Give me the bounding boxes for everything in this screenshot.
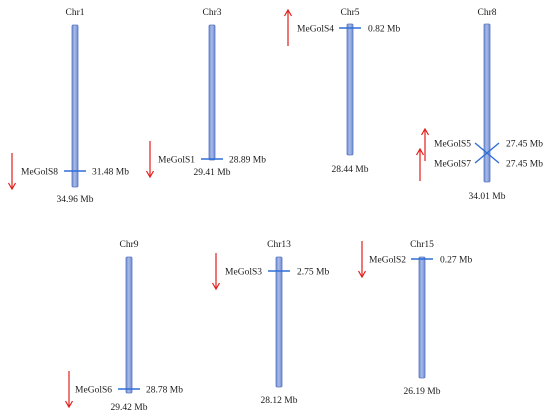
chromosome-bar	[346, 23, 354, 156]
chromosome-name: Chr1	[66, 8, 85, 18]
chromosome-length-label: 26.19 Mb	[404, 387, 441, 397]
arrow-down-icon	[7, 182, 17, 191]
duplicate-gene-connector	[474, 142, 500, 164]
arrow-down-icon	[64, 400, 74, 409]
chromosome-chr13: Chr13 28.12 Mb	[261, 240, 298, 406]
chromosome-name: Chr15	[410, 240, 434, 250]
gene-position-label: 28.89 Mb	[229, 156, 266, 166]
gene-marker-megols1: MeGolS1 28.89 Mb	[145, 141, 266, 179]
chromosome-name: Chr9	[120, 240, 139, 250]
chromosome-chr5: Chr5 28.44 Mb	[332, 8, 369, 175]
chromosome-length-label: 29.41 Mb	[194, 168, 231, 178]
gene-marker-megols2: MeGolS2 0.27 Mb	[357, 241, 472, 279]
gene-marker-megols8: MeGolS8 31.48 Mb	[7, 153, 129, 191]
gene-name-label: MeGolS8	[21, 168, 58, 178]
chromosome-chr9: Chr9 29.42 Mb	[111, 240, 148, 413]
gene-name-label: MeGolS3	[225, 268, 262, 278]
gene-name-label: MeGolS1	[158, 156, 195, 166]
gene-marker-megols7: MeGolS7 27.45 Mb	[415, 147, 543, 181]
gene-marker-megols6: MeGolS6 28.78 Mb	[64, 371, 183, 409]
arrow-down-icon	[211, 282, 221, 291]
arrow-up-icon	[415, 147, 425, 156]
gene-position-label: 28.78 Mb	[146, 386, 183, 396]
chromosome-length-label: 28.44 Mb	[332, 165, 369, 175]
chromosome-bar	[125, 256, 133, 394]
gene-position-label: 31.48 Mb	[92, 168, 129, 178]
chromosome-name: Chr5	[341, 8, 360, 18]
chromosome-bar	[275, 256, 283, 388]
arrow-up-icon	[420, 127, 430, 136]
chromosome-length-label: 28.12 Mb	[261, 396, 298, 406]
chromosome-length-label: 34.01 Mb	[469, 192, 506, 202]
gene-marker-megols4: MeGolS4 0.82 Mb	[283, 8, 400, 46]
gene-position-label: 27.45 Mb	[506, 140, 543, 150]
gene-position-label: 2.75 Mb	[297, 268, 329, 278]
gene-name-label: MeGolS2	[369, 256, 406, 266]
chromosome-length-label: 34.96 Mb	[57, 195, 94, 205]
gene-marker-megols5: MeGolS5 27.45 Mb	[420, 127, 543, 164]
chromosome-bar	[483, 23, 491, 183]
arrow-up-icon	[283, 8, 293, 17]
gene-name-label: MeGolS4	[297, 25, 334, 35]
gene-name-label: MeGolS6	[75, 386, 112, 396]
gene-name-label: MeGolS7	[434, 160, 471, 170]
arrow-down-icon	[357, 270, 367, 279]
chromosome-length-label: 29.42 Mb	[111, 403, 148, 413]
chromosome-bar	[418, 256, 426, 379]
arrow-down-icon	[145, 170, 155, 179]
chromosome-chr15: Chr15 26.19 Mb	[404, 240, 441, 397]
gene-position-label: 0.27 Mb	[440, 256, 472, 266]
chromosome-chr1: Chr1 34.96 Mb	[57, 8, 94, 205]
chromosome-name: Chr13	[267, 240, 291, 250]
gene-marker-megols3: MeGolS3 2.75 Mb	[211, 253, 329, 291]
gene-name-label: MeGolS5	[434, 140, 471, 150]
chromosome-chr3: Chr3 29.41 Mb	[194, 8, 231, 178]
gene-position-label: 27.45 Mb	[506, 160, 543, 170]
chromosome-name: Chr3	[203, 8, 222, 18]
chromosome-bar	[71, 24, 79, 188]
gene-position-label: 0.82 Mb	[368, 25, 400, 35]
chromosome-chr8: Chr8 34.01 Mb	[469, 8, 506, 202]
chromosome-bar	[208, 24, 216, 161]
chromosome-name: Chr8	[478, 8, 497, 18]
